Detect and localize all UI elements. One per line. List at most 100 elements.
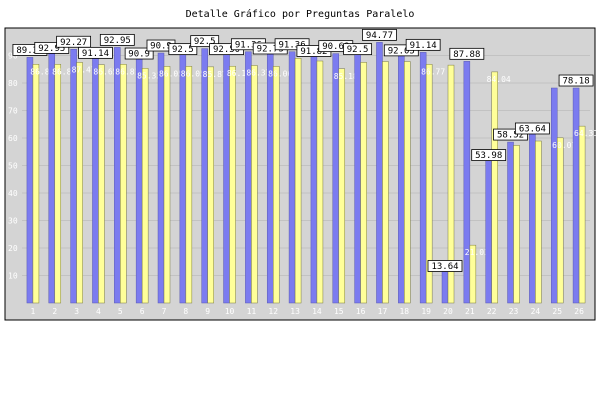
y-tick-label: 30 xyxy=(8,217,18,226)
data-label-series-1: 92.5 xyxy=(172,45,194,55)
y-tick-label: 60 xyxy=(8,134,18,143)
bar-series-2 xyxy=(141,68,149,304)
bar-series-1 xyxy=(485,154,492,304)
data-label-series-2: 84.04 xyxy=(487,75,511,84)
data-label-series-1: 92.73 xyxy=(257,44,284,54)
bar-series-2 xyxy=(98,64,105,304)
x-tick-label: 18 xyxy=(399,307,409,316)
y-tick-label: 90 xyxy=(8,52,18,61)
data-label-series-1: 90.9 xyxy=(150,42,172,52)
data-label-series-1: 90.9 xyxy=(128,50,150,60)
x-tick-label: 23 xyxy=(509,307,519,316)
bar-series-1 xyxy=(376,42,383,304)
data-label-box xyxy=(493,128,528,141)
data-label-series-1: 89.31 xyxy=(16,46,43,56)
data-label-series-2: 86.65 xyxy=(93,68,117,77)
bar-series-2 xyxy=(32,64,40,304)
data-label-box xyxy=(99,33,135,46)
bar-series-1 xyxy=(572,87,580,304)
bar-series-1 xyxy=(529,127,536,304)
bar-series-1 xyxy=(26,57,34,304)
bar-series-2 xyxy=(338,68,346,304)
data-label-series-2: 87.47 xyxy=(72,65,96,74)
bar-series-1 xyxy=(92,52,99,304)
data-label-series-2: 86.77 xyxy=(421,67,445,76)
data-label-series-2: 86.8 xyxy=(30,67,49,76)
bar-series-1 xyxy=(266,47,274,304)
bar-series-2 xyxy=(207,66,214,304)
data-label-series-1: 53.98 xyxy=(475,151,502,161)
x-tick-label: 26 xyxy=(574,307,584,316)
bar-series-2 xyxy=(404,61,411,304)
data-label-series-2: 85.33 xyxy=(137,71,161,80)
data-label-box xyxy=(168,43,198,56)
x-tick-label: 24 xyxy=(531,307,541,316)
bar-series-2 xyxy=(120,64,127,304)
bar-series-1 xyxy=(550,87,558,304)
data-label-series-2: 86.1 xyxy=(227,69,246,78)
x-tick-label: 1 xyxy=(31,307,36,316)
data-label-series-1: 78.18 xyxy=(563,77,590,87)
bar-series-1 xyxy=(310,50,318,304)
bar-series-1 xyxy=(157,52,165,304)
data-label-box xyxy=(78,46,113,59)
x-tick-label: 15 xyxy=(334,307,344,316)
y-tick-label: 10 xyxy=(8,272,18,281)
y-tick-label: 70 xyxy=(8,107,18,116)
data-label-box xyxy=(558,74,594,87)
data-label-box xyxy=(34,41,70,54)
data-label-box xyxy=(471,149,507,161)
data-label-series-1: 92.27 xyxy=(60,38,87,48)
bar-series-1 xyxy=(70,49,77,304)
y-tick-label: 40 xyxy=(8,189,18,198)
bar-series-2 xyxy=(272,66,280,304)
bar-series-1 xyxy=(398,49,405,304)
x-tick-label: 20 xyxy=(443,307,453,316)
data-label-box xyxy=(514,122,550,135)
data-label-box xyxy=(124,47,154,60)
x-tick-label: 22 xyxy=(487,307,497,316)
data-label-series-1: 91.14 xyxy=(410,41,437,51)
bar-series-2 xyxy=(535,140,542,304)
bar-series-1 xyxy=(354,48,361,304)
data-label-series-2: 60.07 xyxy=(552,141,576,150)
x-tick-label: 14 xyxy=(312,307,322,316)
data-label-series-1: 91.36 xyxy=(235,40,262,50)
data-label-series-2: 86.06 xyxy=(268,69,292,78)
data-label-box xyxy=(405,38,441,51)
y-tick-label: 80 xyxy=(8,79,18,88)
bar-series-2 xyxy=(76,62,83,304)
data-label-series-2: 86.05 xyxy=(159,69,183,78)
x-tick-label: 19 xyxy=(421,307,431,316)
y-tick-label: 50 xyxy=(8,162,18,171)
y-tick-label: 20 xyxy=(8,244,18,253)
data-label-series-1: 94.77 xyxy=(366,31,393,41)
data-label-series-1: 92.95 xyxy=(104,36,131,46)
x-tick-label: 8 xyxy=(183,307,188,316)
bar-series-2 xyxy=(513,145,520,304)
x-tick-label: 7 xyxy=(162,307,167,316)
bar-series-1 xyxy=(245,51,252,304)
data-label-series-1: 63.64 xyxy=(519,124,546,134)
bar-series-2 xyxy=(251,65,258,304)
bar-series-2 xyxy=(556,137,564,304)
bar-series-2 xyxy=(425,64,433,304)
bar-series-2 xyxy=(185,66,193,304)
chart-title: Detalle Gráfico por Preguntas Paralelo xyxy=(185,9,415,20)
bar-series-1 xyxy=(223,48,230,304)
bar-series-1 xyxy=(114,47,121,304)
bar-series-1 xyxy=(135,52,143,304)
data-label-series-1: 91.82 xyxy=(300,47,327,57)
data-label-series-2: 86.05 xyxy=(181,69,205,78)
data-label-series-1: 13.64 xyxy=(431,262,458,272)
data-label-series-2: 21.03 xyxy=(465,248,489,257)
bar-series-2 xyxy=(316,60,324,304)
data-label-series-2: 64.31 xyxy=(574,129,598,138)
x-tick-label: 17 xyxy=(378,307,388,316)
data-label-series-1: 92.5 xyxy=(194,37,216,47)
data-label-series-1: 92.5 xyxy=(347,45,369,55)
x-tick-label: 10 xyxy=(225,307,235,316)
data-label-box xyxy=(427,260,463,272)
bar-series-1 xyxy=(201,48,208,304)
bar-series-1 xyxy=(288,51,296,304)
